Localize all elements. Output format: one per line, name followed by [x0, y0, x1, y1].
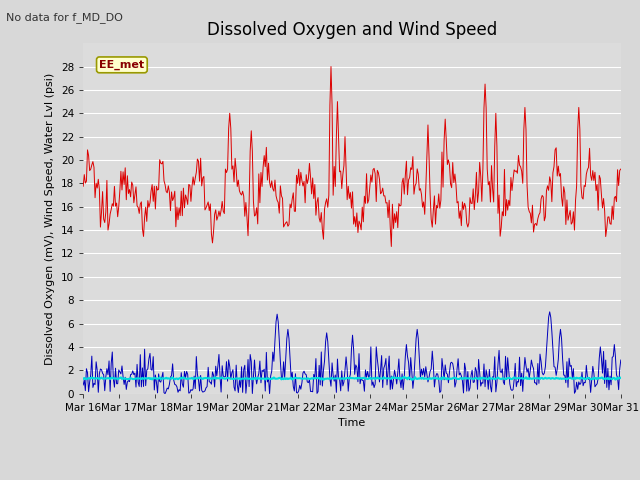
Y-axis label: Dissolved Oxygen (mV), Wind Speed, Water Lvl (psi): Dissolved Oxygen (mV), Wind Speed, Water…	[45, 72, 56, 364]
WaterLevel	[401, 375, 409, 381]
ws	[371, 381, 379, 387]
ws	[521, 355, 529, 360]
WaterLevel	[336, 376, 344, 382]
ws	[161, 391, 169, 396]
WaterLevel	[339, 376, 347, 382]
DisOxy	[522, 127, 530, 132]
WaterLevel	[79, 376, 87, 382]
DisOxy	[401, 172, 409, 178]
X-axis label: Time: Time	[339, 418, 365, 428]
ws	[401, 374, 408, 380]
DisOxy	[327, 64, 335, 70]
WaterLevel	[617, 375, 625, 381]
Text: EE_met: EE_met	[99, 60, 145, 70]
ws	[79, 382, 87, 388]
WaterLevel	[371, 376, 379, 382]
DisOxy	[336, 169, 344, 175]
ws	[339, 383, 347, 389]
Line: DisOxy: DisOxy	[83, 67, 621, 247]
WaterLevel	[606, 376, 614, 382]
ws	[336, 376, 344, 382]
DisOxy	[606, 221, 614, 227]
WaterLevel	[319, 377, 327, 383]
ws	[606, 373, 614, 379]
WaterLevel	[522, 374, 530, 380]
ws	[546, 309, 554, 315]
Title: Dissolved Oxygen and Wind Speed: Dissolved Oxygen and Wind Speed	[207, 21, 497, 39]
DisOxy	[79, 183, 87, 189]
DisOxy	[617, 166, 625, 172]
WaterLevel	[401, 374, 408, 380]
DisOxy	[371, 171, 379, 177]
Text: No data for f_MD_DO: No data for f_MD_DO	[6, 12, 124, 23]
DisOxy	[339, 172, 347, 178]
DisOxy	[387, 244, 395, 250]
Line: ws: ws	[83, 312, 621, 394]
Line: WaterLevel: WaterLevel	[83, 377, 621, 380]
ws	[617, 357, 625, 363]
